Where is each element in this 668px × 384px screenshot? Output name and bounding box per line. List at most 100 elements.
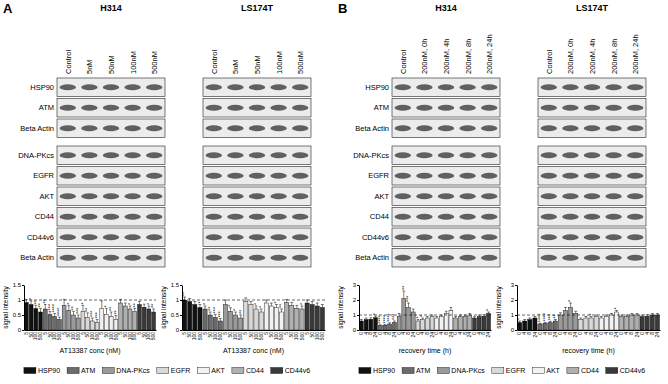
blot-band	[562, 125, 578, 131]
blot-band	[146, 193, 162, 199]
blot-band	[584, 234, 600, 240]
error-bar	[426, 317, 429, 319]
bar	[295, 308, 299, 330]
y-tick-label: 1	[18, 297, 22, 303]
x-axis-line	[25, 330, 157, 331]
legend-label: AKT	[546, 367, 560, 374]
blot-row	[57, 208, 165, 227]
bar	[430, 317, 434, 331]
bar	[364, 320, 368, 331]
bar	[310, 305, 314, 331]
y-axis-title: signal intensity	[160, 285, 168, 328]
blot-band	[627, 152, 643, 158]
y-tick: 0.5	[171, 312, 182, 318]
significance: ***	[405, 295, 411, 302]
blot-band	[249, 152, 265, 158]
lane-label: 50nM	[107, 55, 116, 74]
blot-band	[416, 125, 432, 131]
y-tick-mark	[180, 285, 182, 286]
blot-band	[605, 105, 621, 111]
significance: *	[28, 297, 34, 300]
blot-band	[146, 105, 162, 111]
blot-band	[627, 105, 643, 111]
blot-band	[146, 214, 162, 220]
bar	[594, 317, 598, 331]
blot-band	[395, 152, 411, 158]
bar	[604, 317, 608, 331]
bar	[620, 317, 624, 331]
blot-band	[438, 84, 454, 90]
lane-label: 5nM	[231, 59, 240, 74]
blot-band	[124, 152, 140, 158]
blot-title: LS174T	[576, 3, 609, 13]
blot-band	[60, 152, 76, 158]
legend-swatch	[271, 368, 283, 374]
bar	[315, 306, 319, 330]
blot-band	[605, 173, 621, 179]
bar	[138, 305, 142, 331]
y-tick-label: 0.5	[13, 312, 22, 318]
blot-row	[538, 187, 646, 206]
blot-band	[541, 173, 557, 179]
y-tick-label: 0	[18, 327, 22, 333]
y-tick: 1	[18, 297, 24, 303]
bar	[528, 320, 532, 331]
blot-row	[538, 119, 646, 138]
blot-band	[481, 173, 497, 179]
legend-label: ATM	[81, 367, 95, 374]
error-bar	[417, 320, 420, 322]
blot-band	[459, 214, 475, 220]
bar	[147, 309, 151, 330]
blot-band	[605, 214, 621, 220]
legend-swatch	[532, 368, 544, 374]
bar	[463, 317, 467, 331]
blot-band	[562, 84, 578, 90]
bar	[392, 323, 396, 331]
bar	[543, 323, 547, 330]
y-tick-mark	[515, 315, 517, 316]
blot-row	[392, 146, 500, 165]
blot-band	[459, 173, 475, 179]
blot-band	[416, 255, 432, 261]
legend-swatch	[492, 368, 504, 374]
blot-band	[541, 125, 557, 131]
y-tick-mark	[180, 330, 182, 331]
error-bar	[311, 302, 314, 305]
bar	[473, 318, 477, 330]
y-tick: 1.5	[171, 282, 182, 288]
blot-band	[206, 255, 222, 261]
blot-band	[81, 152, 97, 158]
blot-band	[605, 234, 621, 240]
y-axis-title: signal intensity	[2, 285, 10, 328]
error-bar	[290, 302, 293, 305]
lane-label: 500nM	[296, 51, 305, 74]
legend-item: HSP90	[24, 367, 60, 374]
error-bar	[239, 315, 242, 318]
blot-band	[146, 255, 162, 261]
blot-band	[81, 173, 97, 179]
significance: **	[401, 285, 407, 290]
blot-band	[292, 173, 308, 179]
bar	[320, 308, 324, 331]
y-tick-label: 0.5	[171, 312, 180, 318]
bar	[95, 323, 99, 331]
blot-band	[627, 125, 643, 131]
blot-band	[103, 84, 119, 90]
bar	[548, 323, 552, 331]
error-bar	[523, 320, 526, 322]
blot-band	[270, 173, 286, 179]
row-label: AKT	[374, 192, 389, 201]
significance: *	[419, 314, 425, 317]
legend-label: EGFR	[506, 367, 525, 374]
legend-label: EGFR	[171, 367, 190, 374]
blot-band	[562, 152, 578, 158]
x-axis: 5501005005501005005501005005501005005501…	[181, 331, 325, 341]
blot-band	[124, 234, 140, 240]
bar	[421, 320, 425, 331]
blot-band	[249, 173, 265, 179]
significance: ****	[56, 307, 62, 316]
blot-row	[538, 146, 646, 165]
error-bar	[138, 302, 141, 305]
error-bar	[487, 312, 490, 314]
lane-label: 200nM, 0h	[566, 39, 575, 74]
